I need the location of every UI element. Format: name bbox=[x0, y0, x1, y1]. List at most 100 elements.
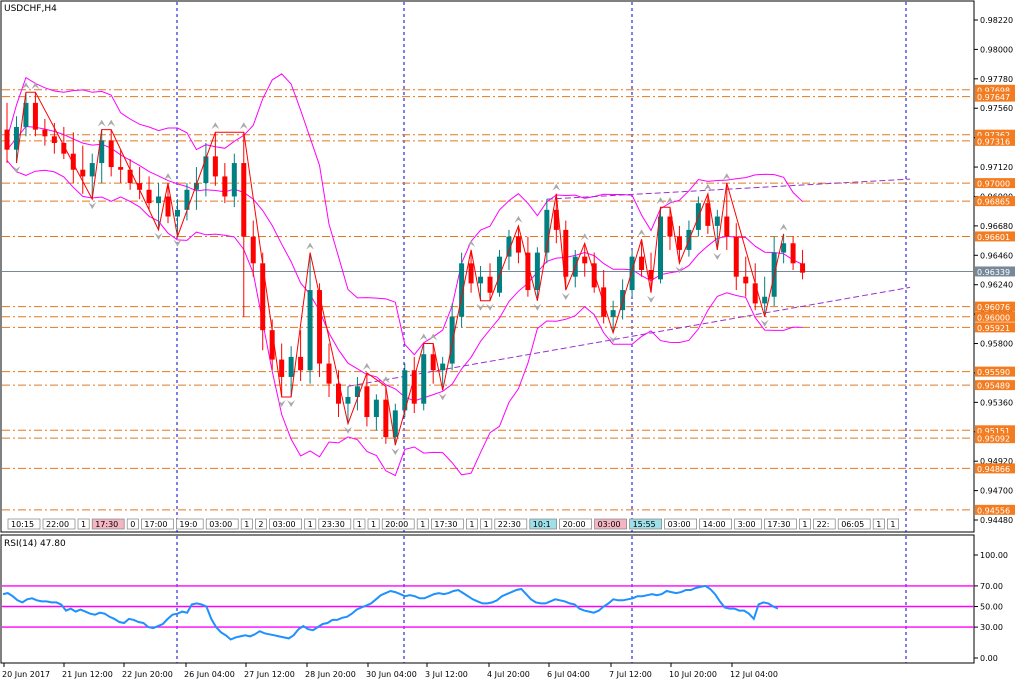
time-axis-label: 26 Jun 04:00 bbox=[184, 670, 235, 679]
candle-body bbox=[676, 236, 682, 250]
candle-body bbox=[392, 410, 398, 438]
candle-body bbox=[411, 370, 417, 404]
candle-body bbox=[657, 216, 663, 280]
fractal-up-arrow bbox=[362, 362, 371, 370]
candle-body bbox=[279, 359, 285, 377]
price-tick-label: 0.96680 bbox=[980, 222, 1013, 231]
candle-body bbox=[364, 386, 370, 418]
time-marker-label: 22:00 bbox=[46, 520, 69, 529]
rsi-line bbox=[2, 584, 779, 641]
fractal-arrows bbox=[12, 82, 788, 456]
candle-body bbox=[705, 203, 711, 226]
candle-body bbox=[781, 243, 787, 253]
level-label: 0.96865 bbox=[977, 198, 1010, 207]
level-label-box bbox=[975, 380, 1015, 391]
bollinger-upper bbox=[6, 73, 803, 356]
time-marker-label: 1 bbox=[357, 520, 362, 529]
candle-body bbox=[193, 183, 199, 190]
zigzag-indicator bbox=[16, 91, 785, 446]
time-marker-box bbox=[594, 518, 627, 530]
price-tick-label: 0.95800 bbox=[980, 340, 1013, 349]
level-label: 0.97698 bbox=[977, 86, 1010, 95]
candle-body bbox=[591, 263, 597, 288]
candle-body bbox=[61, 142, 67, 154]
level-label-box bbox=[975, 196, 1015, 207]
time-marker-label: 1 bbox=[371, 520, 376, 529]
fractal-up-arrow bbox=[514, 215, 523, 223]
price-tick-label: 0.94920 bbox=[980, 457, 1013, 466]
time-marker-box bbox=[269, 518, 302, 530]
time-marker-label: 06:05 bbox=[841, 520, 864, 529]
fractal-down-arrow bbox=[173, 239, 182, 247]
time-axis-label: 6 Jul 04:00 bbox=[547, 670, 590, 679]
time-axis-label: 21 Jun 12:00 bbox=[62, 670, 113, 679]
candle-body bbox=[752, 283, 758, 304]
time-marker-box bbox=[42, 518, 76, 530]
level-label-box bbox=[975, 311, 1015, 322]
time-axis-label: 20 Jun 2017 bbox=[2, 670, 50, 679]
candle-body bbox=[118, 167, 124, 170]
fractal-down-arrow bbox=[12, 166, 21, 174]
candle-body bbox=[515, 236, 521, 253]
candle-body bbox=[137, 183, 143, 190]
candle-body bbox=[260, 263, 266, 331]
fractal-down-arrow bbox=[438, 393, 447, 401]
fractal-up-arrow bbox=[703, 183, 712, 191]
candle-body bbox=[250, 236, 256, 264]
time-marker-label: 17:30 bbox=[95, 520, 118, 529]
time-marker-box bbox=[466, 518, 478, 530]
candle-body bbox=[800, 263, 806, 273]
fractal-down-arrow bbox=[609, 335, 618, 343]
time-marker-box bbox=[480, 518, 493, 530]
level-label-box bbox=[975, 322, 1015, 333]
time-axis-label: 30 Jun 04:00 bbox=[366, 670, 417, 679]
candle-body bbox=[478, 276, 484, 284]
fractal-up-arrow bbox=[31, 82, 40, 90]
price-tick-label: 0.95360 bbox=[980, 398, 1013, 407]
candle-body bbox=[544, 209, 550, 253]
time-marker-label: 14:00 bbox=[703, 520, 726, 529]
price-tick-label: 0.96240 bbox=[980, 281, 1013, 290]
time-marker-label: 03:00 bbox=[668, 520, 691, 529]
candle-body bbox=[203, 156, 209, 184]
rsi-scale: 100.00 70.00 50.00 30.00 0.00 bbox=[974, 551, 1008, 663]
time-marker-box bbox=[629, 518, 662, 530]
level-label-box bbox=[975, 129, 1015, 140]
time-marker-box bbox=[872, 518, 885, 530]
candle-body bbox=[724, 216, 730, 237]
fractal-up-arrow bbox=[656, 197, 665, 205]
candle-body bbox=[373, 399, 379, 418]
candle-body bbox=[383, 399, 389, 438]
time-axis-label: 28 Jun 20:00 bbox=[305, 670, 356, 679]
time-marker-box bbox=[91, 518, 125, 530]
time-marker-label: 17:30 bbox=[434, 520, 457, 529]
time-axis-label: 7 Jul 12:00 bbox=[609, 670, 652, 679]
time-marker-label: 15:55 bbox=[633, 520, 656, 529]
level-label-box bbox=[975, 463, 1015, 474]
candle-body bbox=[733, 236, 739, 277]
rsi-panel[interactable] bbox=[0, 534, 975, 664]
main-price-panel[interactable] bbox=[0, 0, 975, 533]
price-tick-label: 0.98000 bbox=[980, 45, 1013, 54]
level-label: 0.94866 bbox=[977, 465, 1010, 474]
bollinger-lower bbox=[6, 160, 803, 477]
time-marker-label: 17:00 bbox=[144, 520, 167, 529]
candle-body bbox=[639, 256, 645, 270]
fractal-up-arrow bbox=[779, 223, 788, 231]
time-marker-box bbox=[887, 518, 899, 530]
fractal-up-arrow bbox=[467, 239, 476, 247]
candle-body bbox=[146, 189, 152, 204]
rsi-tick-label: 100.00 bbox=[980, 551, 1008, 560]
time-marker-label: 20:00 bbox=[563, 520, 586, 529]
price-tick-label: 0.94480 bbox=[980, 516, 1013, 525]
candle-body bbox=[156, 196, 162, 204]
rsi-indicator bbox=[2, 584, 974, 641]
level-label: 0.95489 bbox=[977, 382, 1010, 391]
fractal-up-arrow bbox=[429, 333, 438, 341]
level-label-box bbox=[975, 366, 1015, 377]
time-marker-label: 03:00 bbox=[598, 520, 621, 529]
fractal-down-arrow bbox=[343, 426, 352, 434]
time-marker-label: 1 bbox=[484, 520, 489, 529]
fractal-down-arrow bbox=[391, 448, 400, 456]
